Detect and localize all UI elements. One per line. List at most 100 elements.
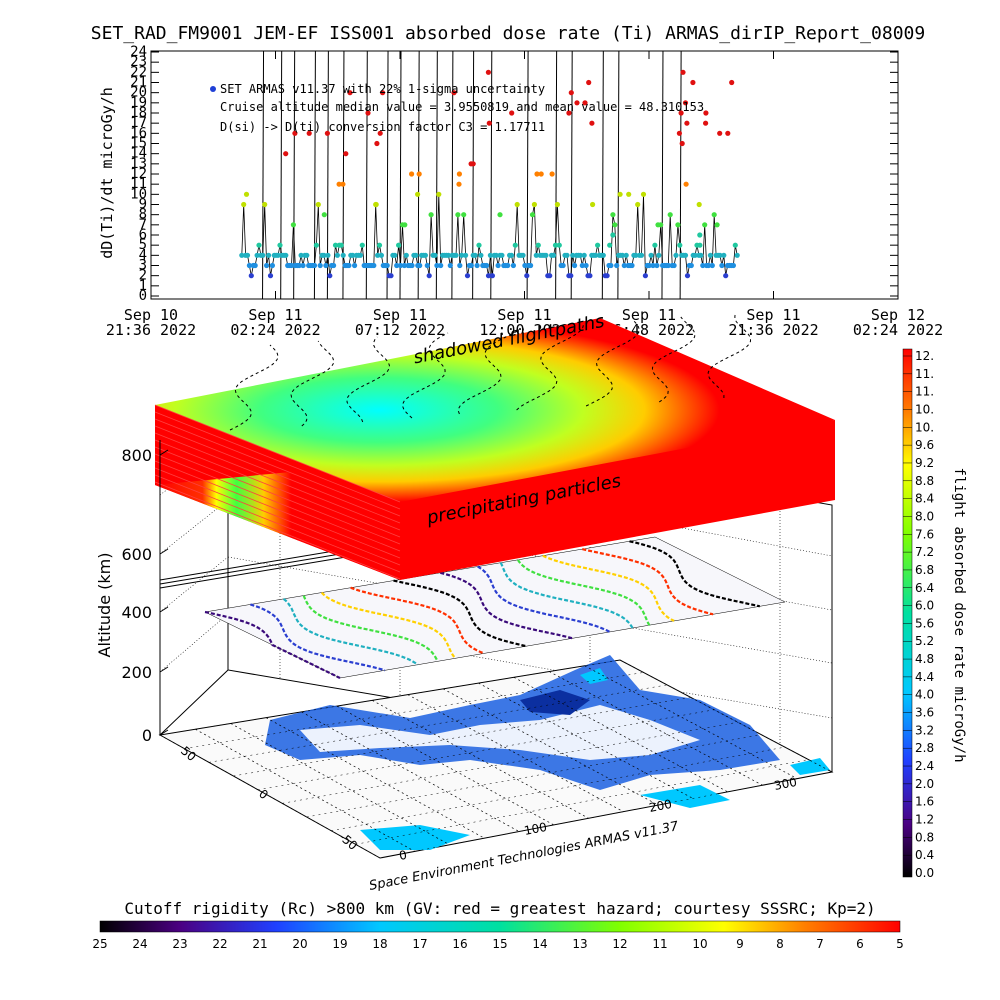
- data-point: [374, 140, 380, 147]
- data-point: [346, 262, 352, 269]
- slab-front-face: [155, 420, 835, 580]
- y-tick-label: 8: [139, 207, 147, 223]
- data-point: [434, 262, 440, 269]
- slab-track: [229, 344, 279, 431]
- y-tick-label: 15: [130, 136, 147, 152]
- data-point: [397, 262, 404, 269]
- data-point: [447, 262, 453, 269]
- median-annotation: Cruise altitude median value = 3.9550819…: [220, 100, 704, 114]
- data-point: [633, 252, 639, 258]
- cutoff-colorbar-tick-label: 18: [372, 937, 387, 951]
- cutoff-colorbar-ticks: 25 24 23 22 21 20 19 18 17 16 15 14 13 12 11 10 9 8 7 6 5: [92, 937, 903, 951]
- data-point: [495, 262, 501, 269]
- data-point: [709, 262, 715, 269]
- dose-colorbar-tick-label: 5.6: [915, 616, 934, 630]
- y-tick-label: 1: [139, 278, 147, 294]
- floor-grid-line: [549, 671, 763, 786]
- data-point: [396, 242, 402, 248]
- data-point: [264, 262, 270, 269]
- cutoff-colorbar-tick-label: 6: [856, 937, 864, 951]
- slab-stripe: [154, 425, 401, 524]
- data-point: [422, 252, 428, 258]
- data-point: [357, 252, 363, 258]
- altitude-tick: [159, 606, 169, 613]
- floor-grid-line: [584, 665, 798, 779]
- data-point: [574, 100, 580, 106]
- data-point: [350, 252, 356, 258]
- data-point: [288, 262, 295, 269]
- data-point: [581, 252, 587, 258]
- data-point: [648, 252, 654, 258]
- data-point: [734, 252, 740, 258]
- flight-track: [320, 591, 457, 660]
- data-point: [456, 171, 462, 177]
- dose-colorbar-tick-label: 4.8: [915, 652, 934, 666]
- flightpath-tracks: [204, 540, 761, 679]
- data-point: [254, 252, 260, 258]
- dose-colorbar-tick-label: 8.0: [915, 509, 934, 523]
- data-point: [682, 100, 689, 106]
- dose-colorbar-tick-label: 2.0: [915, 777, 934, 791]
- dose-colorbar-tick-label: 11.: [915, 385, 934, 399]
- data-point: [283, 151, 289, 157]
- spike-line: [555, 50, 558, 300]
- data-point: [436, 191, 442, 197]
- slab-stripe: [154, 404, 401, 503]
- x-tick-label-date: Sep 11: [248, 306, 302, 324]
- data-point: [456, 181, 462, 187]
- data-point: [707, 252, 714, 258]
- data-point: [552, 242, 559, 248]
- x-tick-label-date: Sep 11: [497, 306, 551, 324]
- data-point: [508, 252, 515, 258]
- slab-track: [346, 336, 390, 423]
- data-point: [671, 262, 677, 269]
- flight-track: [302, 595, 439, 662]
- cutoff-colorbar-fill: [99, 920, 901, 933]
- y-tick-label: 21: [130, 75, 147, 91]
- data-point: [489, 273, 495, 279]
- data-point: [317, 262, 323, 269]
- data-point: [522, 262, 528, 269]
- data-point: [347, 90, 353, 96]
- data-point: [568, 273, 574, 279]
- altitude-tick-label: 200: [121, 663, 152, 682]
- y-tick-label: 17: [130, 115, 147, 131]
- data-point: [702, 222, 708, 228]
- data-point: [340, 181, 346, 187]
- slab-stripe: [154, 460, 401, 559]
- data-point: [241, 201, 247, 208]
- x-tick-label-time: 07:12 2022: [355, 321, 445, 339]
- data-point: [640, 191, 647, 197]
- data-point: [371, 262, 377, 269]
- cutoff-colorbar-tick-label: 15: [492, 937, 507, 951]
- data-point: [610, 212, 616, 218]
- data-point: [531, 201, 538, 208]
- data-point: [564, 252, 570, 258]
- data-point: [533, 252, 539, 258]
- data-point: [607, 242, 613, 248]
- data-point: [549, 171, 555, 177]
- floor-grid-line: [159, 734, 381, 859]
- data-point: [667, 212, 673, 218]
- data-point: [732, 242, 738, 248]
- cutoff-colorbar-tick-label: 12: [612, 937, 627, 951]
- y-tick-label: 24: [130, 44, 147, 60]
- cutoff-colorbar-tick-label: 8: [776, 937, 784, 951]
- data-point: [684, 273, 691, 279]
- y-tick-label: 18: [130, 105, 147, 121]
- y-tick-label: 4: [139, 247, 147, 263]
- dose-colorbar-tick-label: 1.6: [915, 795, 934, 809]
- data-point: [455, 212, 461, 218]
- data-point: [432, 252, 438, 258]
- y-tick-label: 7: [139, 217, 147, 233]
- y-tick-label: 2: [139, 268, 147, 284]
- data-point: [392, 252, 398, 258]
- data-point: [688, 262, 694, 269]
- slab-stripe: [154, 418, 401, 517]
- data-point: [570, 252, 576, 258]
- data-point: [377, 130, 383, 136]
- data-point: [703, 110, 709, 116]
- data-point: [595, 242, 601, 248]
- slab-track: [457, 328, 521, 415]
